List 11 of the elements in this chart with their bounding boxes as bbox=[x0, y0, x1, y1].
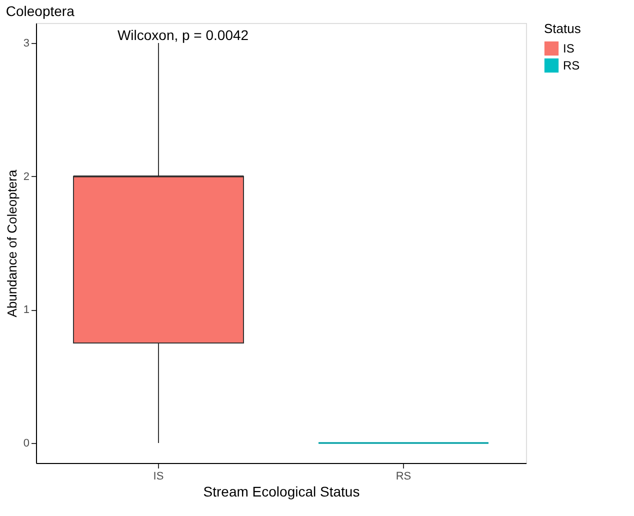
y-tick-label: 2 bbox=[23, 170, 30, 183]
legend-label: RS bbox=[563, 58, 580, 72]
y-tick-label: 1 bbox=[23, 304, 30, 316]
y-tick-label: 3 bbox=[23, 38, 30, 50]
legend-label: IS bbox=[563, 42, 574, 56]
chart-title: Coleoptera bbox=[6, 3, 75, 19]
y-axis-title: Abundance of Coleoptera bbox=[4, 169, 20, 318]
x-axis-title: Stream Ecological Status bbox=[203, 484, 360, 500]
y-tick-label: 0 bbox=[23, 438, 30, 450]
annotation: Wilcoxon, p = 0.0042 bbox=[117, 27, 249, 43]
legend-title: Status bbox=[544, 21, 582, 36]
